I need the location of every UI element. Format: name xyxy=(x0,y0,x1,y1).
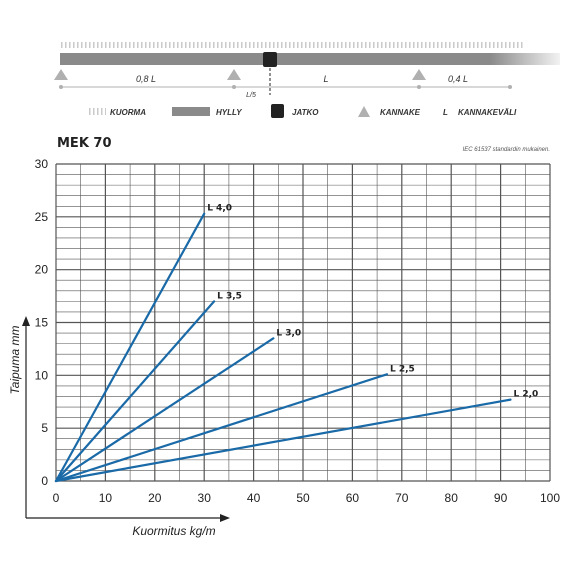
span-mid-label: L xyxy=(323,74,328,84)
standard-note: IEC 61537 standardin mukainen. xyxy=(463,147,550,153)
dimension-dot xyxy=(232,85,236,89)
series-line xyxy=(54,212,206,483)
x-tick-label: 100 xyxy=(540,491,560,505)
x-tick-label: 20 xyxy=(148,491,162,505)
y-axis-arrowhead xyxy=(22,316,30,326)
series-line xyxy=(54,398,512,483)
legend-label-bracket: KANNAKE xyxy=(380,108,421,117)
bracket-triangle-icon xyxy=(358,106,370,117)
series-line xyxy=(54,337,275,483)
y-tick-label: 10 xyxy=(35,368,49,382)
shelf-bar-icon xyxy=(172,107,210,116)
span-left-label: 0,8 L xyxy=(136,74,156,84)
y-tick-label: 30 xyxy=(35,157,49,171)
span-symbol: L xyxy=(443,108,448,117)
load-hatch-icon xyxy=(88,108,106,115)
series-label: L 3,0 xyxy=(276,328,301,338)
legend-item-bracket: KANNAKE xyxy=(358,106,421,117)
connector-block xyxy=(263,52,277,67)
series-label: L 2,0 xyxy=(513,390,538,400)
legend-label-connector: JATKO xyxy=(292,108,319,117)
x-tick-label: 70 xyxy=(395,491,409,505)
tick-layer: 0 10 20 30 40 50 60 70 80 90 100 0 5 10 15 20 25 30 xyxy=(35,157,561,505)
series-line xyxy=(54,373,389,483)
dimension-dot xyxy=(417,85,421,89)
legend: KUORMA HYLLY JATKO KANNAKE L KANNAKEVÄLI xyxy=(88,104,517,118)
y-axis-title: Taipuma mm xyxy=(8,326,22,395)
shelf-bar xyxy=(60,53,560,65)
dimension-dot xyxy=(508,85,512,89)
x-axis-arrowhead xyxy=(220,514,230,522)
connector-offset-label: L/5 xyxy=(246,92,256,99)
y-tick-label: 0 xyxy=(41,474,48,488)
legend-label-shelf: HYLLY xyxy=(216,108,242,117)
dimension-dot xyxy=(59,85,63,89)
bracket-triangle-left xyxy=(54,69,68,80)
x-tick-label: 50 xyxy=(296,491,310,505)
x-tick-label: 10 xyxy=(99,491,113,505)
y-tick-label: 25 xyxy=(35,210,49,224)
series-layer: L 4,0 L 3,5 L 3,0 L 2,5 L 2,0 xyxy=(54,204,538,483)
legend-item-connector: JATKO xyxy=(271,104,319,118)
chart-plot: L 4,0L 3,5L 3,0L 2,5L 2,0 0 10 20 30 40 50 60 7… xyxy=(35,157,561,505)
series-label: L 3,5 xyxy=(217,291,242,301)
load-hatch xyxy=(60,42,525,48)
series-line xyxy=(54,300,216,483)
legend-label-span: KANNAKEVÄLI xyxy=(458,108,517,117)
chart-title: MEK 70 xyxy=(57,136,112,151)
legend-item-load: KUORMA xyxy=(88,108,146,117)
y-tick-label: 15 xyxy=(35,316,49,330)
x-tick-label: 40 xyxy=(247,491,261,505)
series-label: L 4,0 xyxy=(207,204,232,214)
span-right-label: 0,4 L xyxy=(448,74,468,84)
x-tick-label: 0 xyxy=(53,491,60,505)
x-tick-label: 80 xyxy=(445,491,459,505)
connector-square-icon xyxy=(271,104,284,118)
x-axis-title: Kuormitus kg/m xyxy=(132,524,215,538)
x-tick-label: 90 xyxy=(494,491,508,505)
x-tick-label: 60 xyxy=(346,491,360,505)
y-tick-label: 5 xyxy=(41,421,48,435)
legend-item-shelf: HYLLY xyxy=(172,107,242,117)
axis-arrows xyxy=(22,316,230,522)
y-tick-label: 20 xyxy=(35,263,49,277)
bracket-triangle-center xyxy=(227,69,241,80)
legend-item-span: L KANNAKEVÄLI xyxy=(443,108,517,117)
series-label: L 2,5 xyxy=(390,364,415,374)
bracket-triangle-right xyxy=(412,69,426,80)
legend-label-load: KUORMA xyxy=(110,108,146,117)
shelf-diagram: 0,8 L L 0,4 L L/5 xyxy=(54,42,560,99)
x-tick-label: 30 xyxy=(198,491,212,505)
